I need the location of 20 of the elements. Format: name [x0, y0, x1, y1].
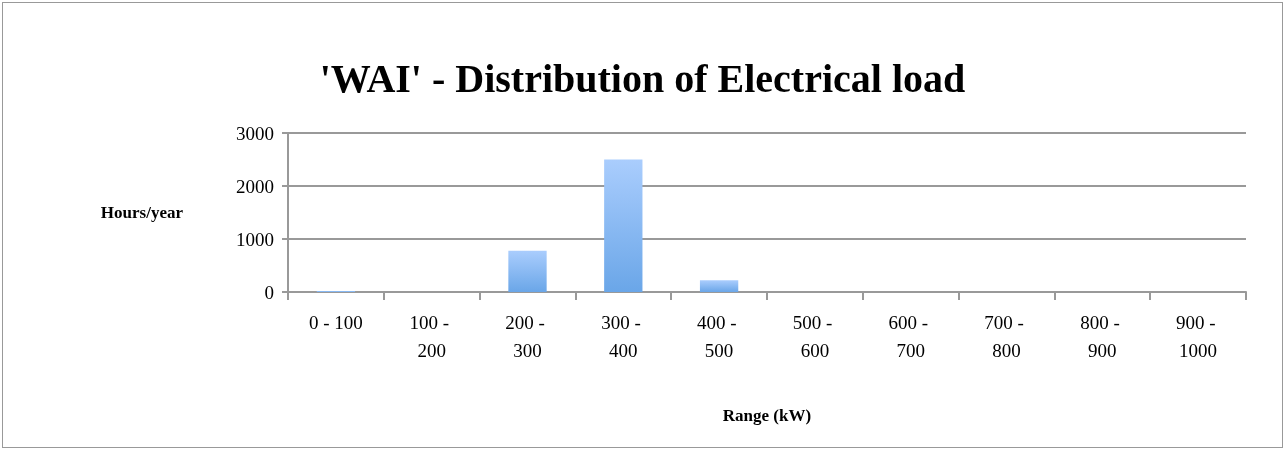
y-tick-label: 2000 [236, 175, 274, 197]
bar [604, 159, 643, 292]
x-tick-label: 400 - 500 [696, 311, 742, 361]
y-axis-title: Hours/year [100, 203, 184, 222]
x-tick-label: 600 - 700 [888, 311, 933, 361]
x-tick-label: 300 - 400 [601, 311, 646, 361]
x-tick-label: 100 - 200 [409, 311, 454, 361]
x-axis-title: Range (kW) [722, 406, 812, 425]
bar [699, 280, 739, 292]
x-tick-label: 900 - 1000 [1175, 311, 1221, 361]
x-tick-label: 800 - 900 [1080, 311, 1125, 361]
y-tick-label: 1000 [236, 228, 274, 250]
chart-title: 'WAI' - Distribution of Electrical load [319, 55, 966, 101]
x-tick-label: 500 - 600 [792, 311, 838, 361]
x-tick-label: 0 - 100 [308, 311, 363, 333]
x-tick-label: 700 - 800 [984, 311, 1029, 361]
y-tick-label: 3000 [236, 122, 274, 144]
y-tick-label: 0 [264, 281, 274, 303]
bar [508, 250, 547, 292]
x-tick-label: 200 - 300 [505, 311, 550, 361]
